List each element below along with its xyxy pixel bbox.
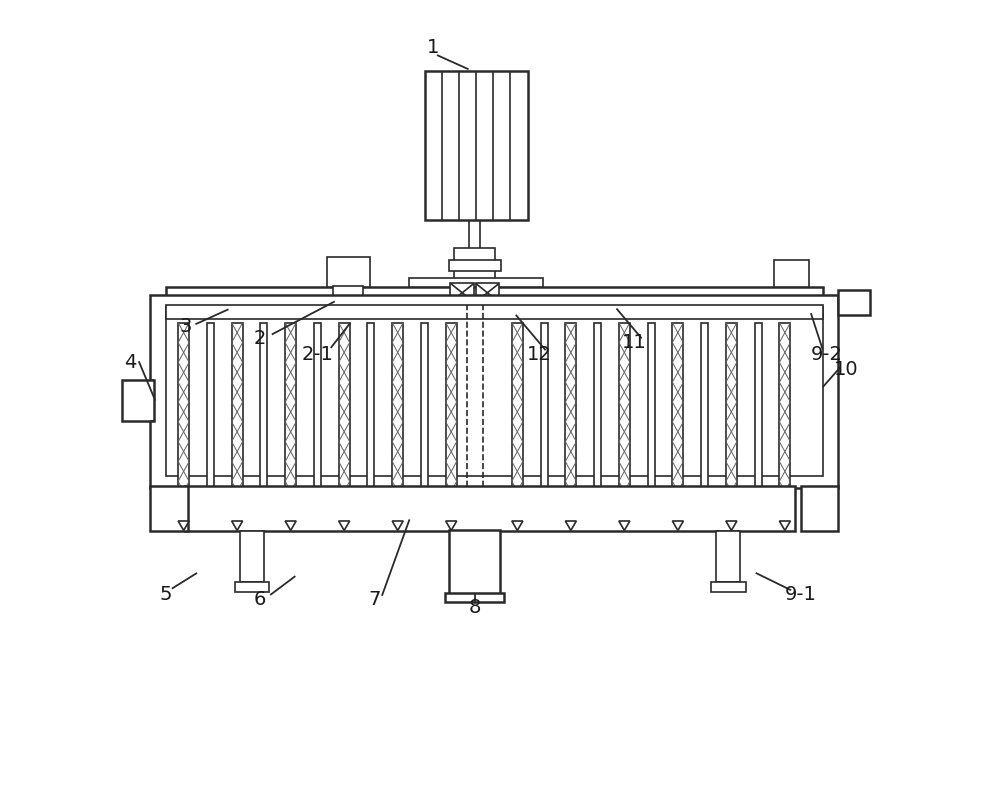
Text: 7: 7 <box>368 590 380 609</box>
Bar <box>367 323 374 513</box>
Polygon shape <box>392 521 403 530</box>
Bar <box>672 323 683 521</box>
Bar <box>185 486 795 531</box>
Bar <box>779 323 790 521</box>
Bar <box>409 278 543 287</box>
Bar <box>512 323 523 521</box>
Text: 5: 5 <box>159 585 172 604</box>
Bar <box>122 380 154 421</box>
Text: 11: 11 <box>621 333 646 352</box>
Bar <box>178 323 189 521</box>
Bar <box>150 295 838 488</box>
Text: 1: 1 <box>427 38 439 57</box>
Bar <box>454 248 495 279</box>
Bar <box>648 323 655 513</box>
Bar <box>450 283 474 302</box>
Polygon shape <box>285 521 296 530</box>
Bar <box>166 287 823 305</box>
Polygon shape <box>565 521 576 530</box>
Polygon shape <box>178 521 189 530</box>
Bar <box>260 323 267 513</box>
Polygon shape <box>446 521 457 530</box>
Polygon shape <box>672 521 683 530</box>
Bar <box>446 323 457 521</box>
Text: 9-2: 9-2 <box>811 345 843 364</box>
Bar <box>476 283 499 302</box>
Bar <box>726 323 737 521</box>
Bar <box>333 286 363 299</box>
Text: 6: 6 <box>254 590 266 609</box>
Bar <box>425 71 528 220</box>
Text: 8: 8 <box>469 598 481 617</box>
Bar <box>565 323 576 521</box>
Bar <box>774 260 809 287</box>
Bar <box>449 530 500 594</box>
Bar <box>235 582 269 592</box>
Bar <box>445 593 504 602</box>
Text: 12: 12 <box>527 345 552 364</box>
Text: 3: 3 <box>179 317 191 336</box>
Bar <box>240 531 264 582</box>
Bar <box>285 323 296 521</box>
Bar <box>207 323 214 513</box>
Text: 2: 2 <box>254 329 266 348</box>
Bar <box>314 323 321 513</box>
Bar <box>801 486 838 531</box>
Bar <box>232 323 243 521</box>
Bar <box>755 323 762 513</box>
Polygon shape <box>232 521 243 530</box>
Bar <box>449 260 501 271</box>
Bar <box>166 307 823 476</box>
Polygon shape <box>619 521 630 530</box>
Text: 9-1: 9-1 <box>785 585 817 604</box>
Text: 2-1: 2-1 <box>301 345 333 364</box>
Bar <box>166 305 823 319</box>
Bar <box>327 257 370 287</box>
Polygon shape <box>779 521 790 530</box>
Polygon shape <box>726 521 737 530</box>
Bar <box>619 323 630 521</box>
Bar <box>594 323 601 513</box>
Bar <box>392 323 403 521</box>
Bar <box>701 323 708 513</box>
Bar <box>541 323 548 513</box>
Bar <box>421 323 428 513</box>
Bar <box>150 486 188 531</box>
Text: 10: 10 <box>834 360 859 379</box>
Bar <box>716 531 740 582</box>
Bar <box>711 582 746 592</box>
Bar <box>838 290 870 315</box>
Text: 4: 4 <box>124 353 136 371</box>
Bar <box>339 323 350 521</box>
Polygon shape <box>339 521 350 530</box>
Polygon shape <box>512 521 523 530</box>
